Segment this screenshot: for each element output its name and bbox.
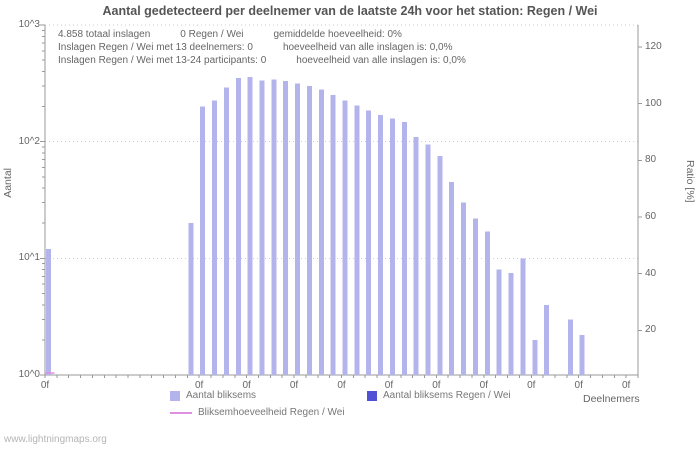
svg-text:0f: 0f [432, 380, 441, 391]
stats-line-1: 4.858 totaal inslagen 0 Regen / Wei gemi… [58, 28, 466, 41]
stats-block: 4.858 totaal inslagen 0 Regen / Wei gemi… [58, 28, 466, 67]
y-right-tick-100: 100 [645, 98, 662, 109]
legend-item-hoeveelheid: Bliksemhoeveelheid Regen / Wei [170, 407, 345, 418]
y-right-tick-20: 20 [645, 324, 657, 335]
legend-line-swatch-hoeveelheid [170, 411, 192, 414]
svg-text:0f: 0f [41, 380, 50, 391]
stat-average-ratio: gemiddelde hoeveelheid: 0% [273, 29, 402, 40]
legend-item-bliksems: Aantal bliksems [170, 390, 256, 401]
legend-label-hoeveelheid: Bliksemhoeveelheid Regen / Wei [198, 407, 345, 418]
svg-text:0f: 0f [575, 380, 584, 391]
stat-station-strikes: 0 Regen / Wei [180, 29, 244, 40]
svg-text:0f: 0f [290, 380, 299, 391]
y-right-tick-40: 40 [645, 268, 657, 279]
legend-label-bliksems: Aantal bliksems [186, 390, 257, 401]
svg-text:0f: 0f [480, 380, 489, 391]
y-right-tick-120: 120 [645, 41, 662, 52]
svg-text:0f: 0f [385, 380, 394, 391]
page-title: Aantal gedetecteerd per deelnemer van de… [102, 4, 598, 18]
watermark-link[interactable]: www.lightningmaps.org [4, 434, 107, 445]
svg-text:0f: 0f [242, 380, 251, 391]
stat-ratio-13: hoeveelheid van alle inslagen is: 0,0% [282, 42, 453, 53]
y-axis-label-right: Ratio [%] [684, 160, 696, 203]
legend-swatch-bliksems [170, 390, 180, 401]
legend-swatch-bliksems-station [367, 390, 377, 401]
legend-label-bliksems-station: Aantal bliksems Regen / Wei [383, 390, 511, 401]
y-right-tick-60: 60 [645, 211, 657, 222]
x-axis-label: Deelnemers [583, 393, 640, 405]
legend-item-bliksems-station: Aantal bliksems Regen / Wei [367, 390, 511, 401]
stat-strikes-13: Inslagen Regen / Wei met 13 deelnemers: … [58, 42, 253, 53]
stats-line-2: Inslagen Regen / Wei met 13 deelnemers: … [58, 41, 466, 54]
svg-text:0f: 0f [337, 380, 346, 391]
stats-line-3: Inslagen Regen / Wei met 13-24 participa… [58, 54, 466, 67]
svg-text:0f: 0f [527, 380, 536, 391]
svg-text:0f: 0f [195, 380, 204, 391]
stat-ratio-13-24: hoeveelheid van alle inslagen is: 0,0% [296, 55, 466, 66]
y-left-tick-1: 10^0 [18, 369, 40, 380]
y-right-tick-80: 80 [645, 154, 657, 165]
stat-strikes-13-24: Inslagen Regen / Wei met 13-24 participa… [58, 55, 267, 66]
svg-text:0f: 0f [622, 380, 631, 391]
y-left-tick-100: 10^2 [18, 136, 40, 147]
y-left-tick-10: 10^1 [18, 252, 40, 263]
stat-total-strikes: 4.858 totaal inslagen [58, 29, 151, 40]
y-left-tick-1000: 10^3 [18, 19, 40, 30]
